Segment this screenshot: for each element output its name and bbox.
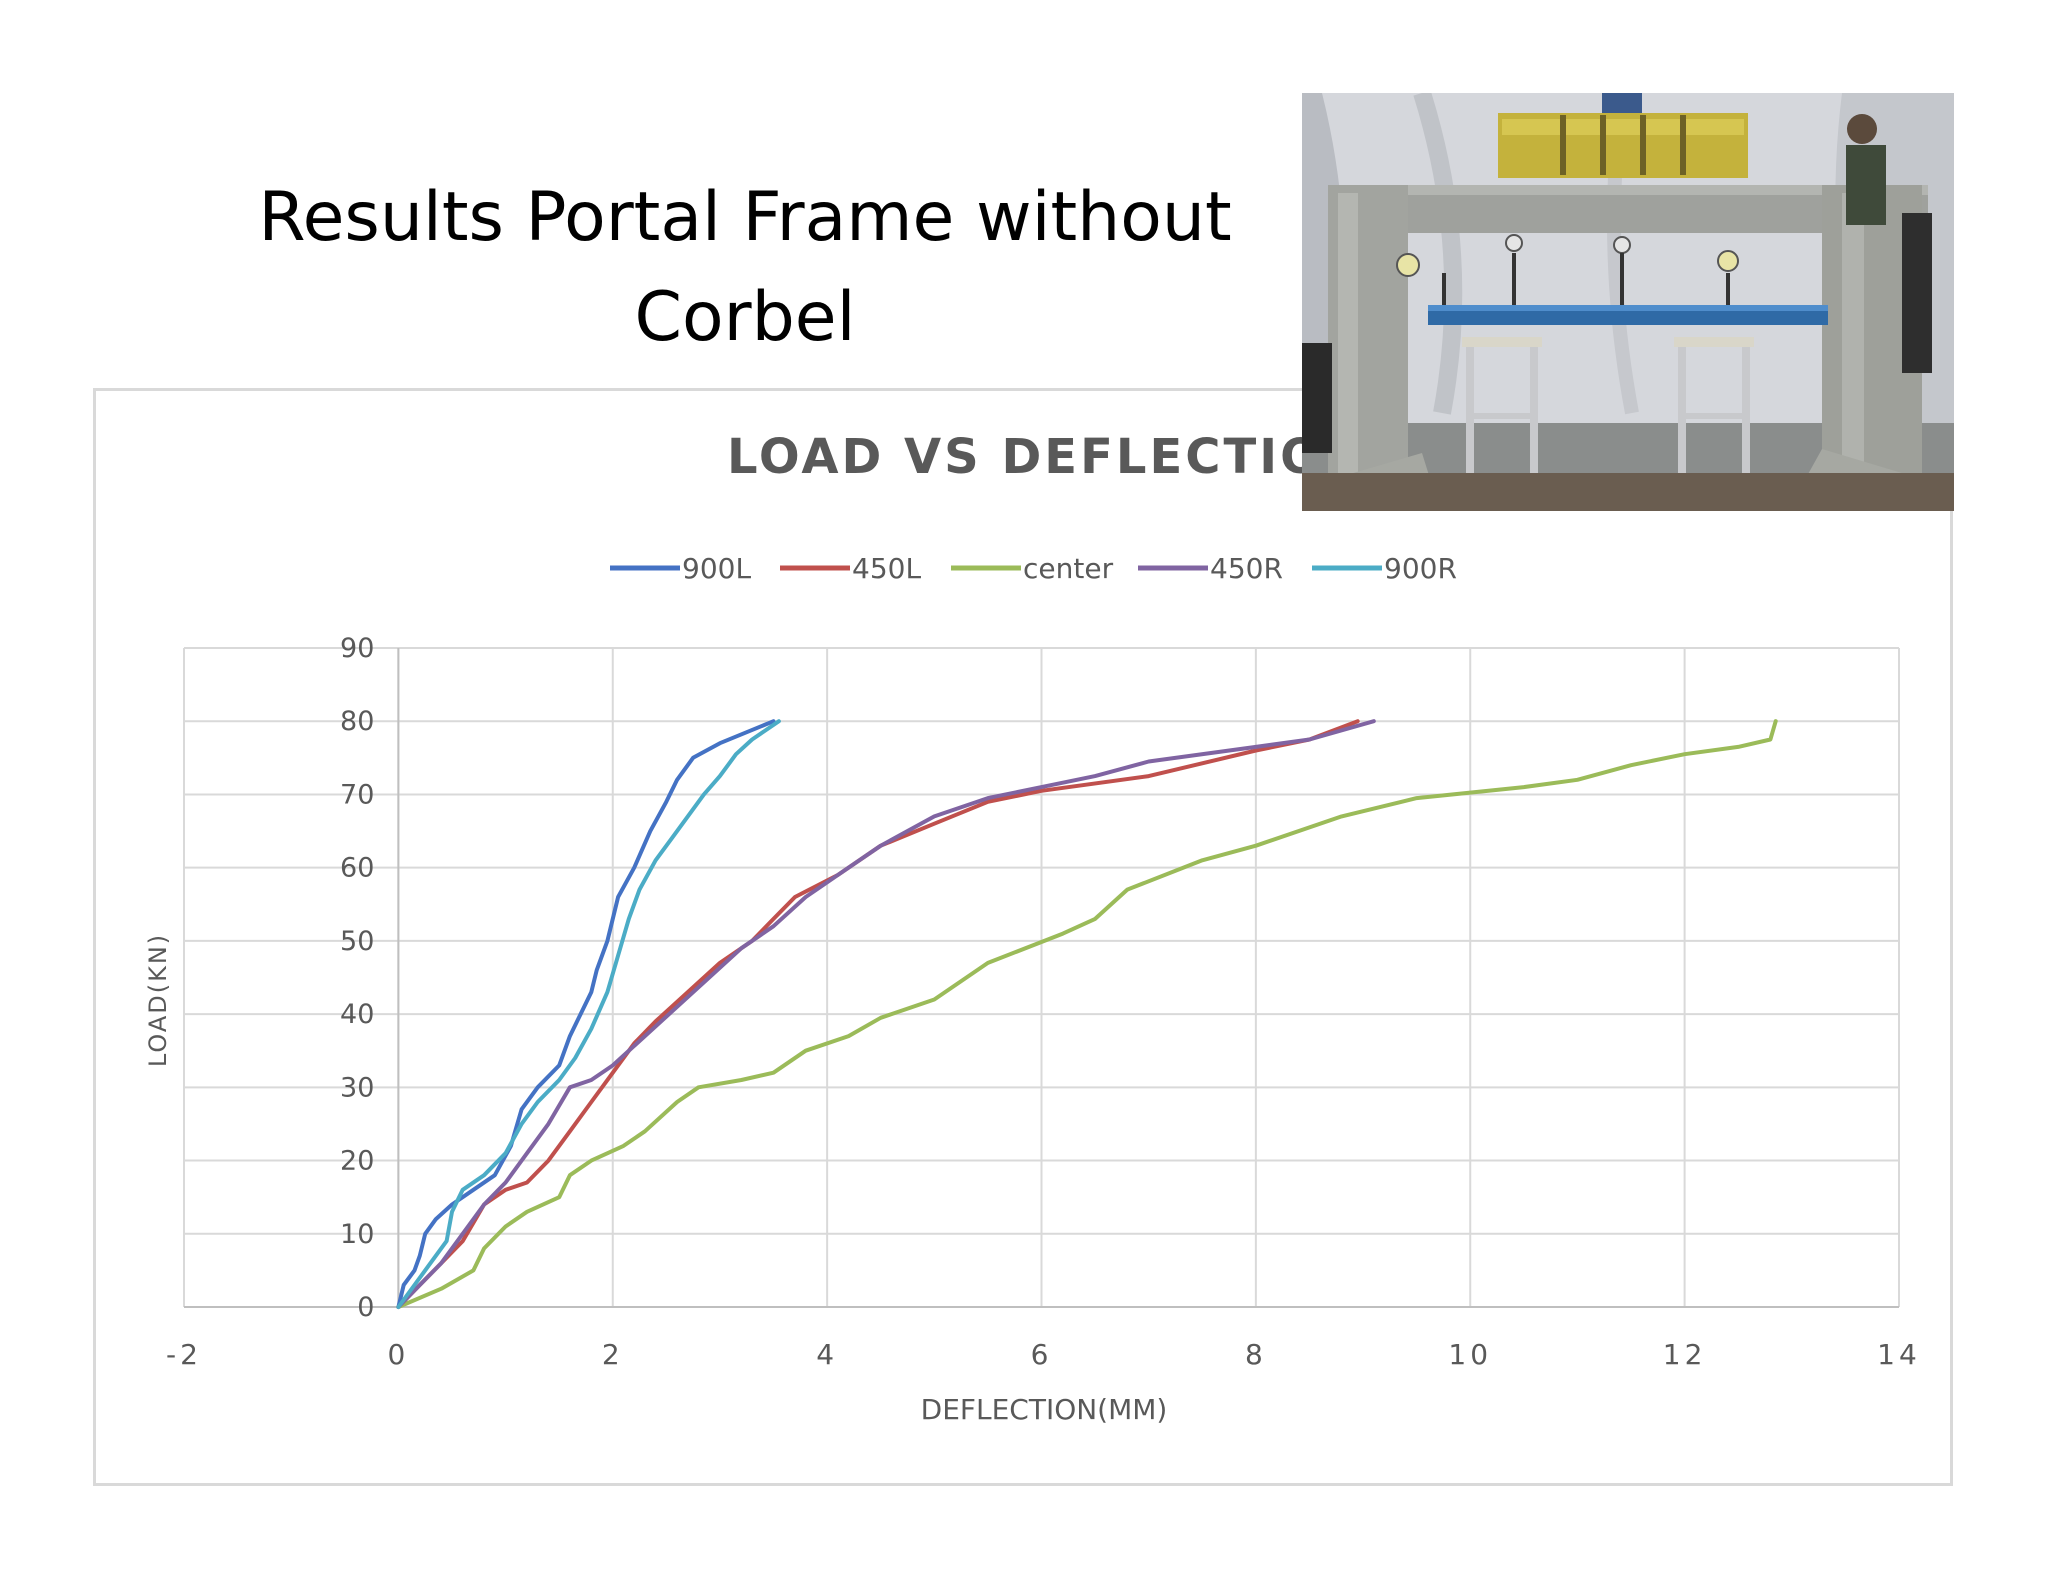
chart-legend: 900L 450L center 450R 900R (610, 552, 1457, 585)
legend-label: 450L (852, 552, 921, 585)
slide-title: Results Portal Frame without Corbel (160, 168, 1330, 368)
x-tick-label: 10 (1448, 1338, 1492, 1371)
y-tick-label: 20 (340, 1146, 374, 1177)
series-line-center (396, 719, 1778, 1309)
y-tick-label: 40 (340, 999, 374, 1030)
chart-container: LOAD VS DEFLECTION 900L 450L center 450R 900… (93, 388, 1953, 1486)
y-tick-label: 60 (340, 853, 374, 884)
y-tick-label: 0 (357, 1292, 374, 1323)
x-axis-label: DEFLECTION(MM) (921, 1393, 1168, 1426)
x-tick-label: 0 (387, 1338, 409, 1371)
chart-grid (183, 647, 1900, 1308)
x-tick-label: 12 (1663, 1338, 1707, 1371)
x-tick-label: -2 (166, 1338, 202, 1371)
y-axis-label: LOAD(KN) (144, 933, 172, 1067)
legend-label: 900L (682, 552, 751, 585)
series-line-900r (396, 719, 781, 1309)
y-tick-label: 10 (340, 1219, 374, 1250)
chart-series (396, 719, 1778, 1309)
x-tick-label: 14 (1877, 1338, 1921, 1371)
slide-title-line-1: Results Portal Frame without (258, 178, 1232, 257)
x-tick-label: 4 (816, 1338, 838, 1371)
legend-label: 900R (1384, 552, 1457, 585)
legend-label: center (1023, 552, 1114, 585)
y-tick-label: 70 (340, 779, 374, 810)
test-rig-photo-icon (1302, 93, 1954, 511)
y-tick-label: 80 (340, 706, 374, 737)
test-rig-photo (1302, 93, 1954, 511)
y-axis-ticks: 0 10 20 30 40 50 60 70 80 90 (340, 633, 374, 1323)
x-tick-label: 8 (1245, 1338, 1267, 1371)
series-line-900l (396, 719, 776, 1309)
legend-label: 450R (1210, 552, 1283, 585)
slide-title-line-2: Corbel (634, 278, 856, 357)
x-tick-label: 2 (602, 1338, 624, 1371)
y-tick-label: 30 (340, 1072, 374, 1103)
y-tick-label: 90 (340, 633, 374, 664)
load-deflection-chart: LOAD VS DEFLECTION 900L 450L center 450R 900… (144, 429, 1921, 1426)
y-tick-label: 50 (340, 926, 374, 957)
x-axis-ticks: -2 0 2 4 6 8 10 12 14 (166, 1338, 1921, 1371)
series-line-450r (396, 719, 1376, 1309)
x-tick-label: 6 (1031, 1338, 1053, 1371)
chart-title: LOAD VS DEFLECTION (727, 429, 1367, 485)
